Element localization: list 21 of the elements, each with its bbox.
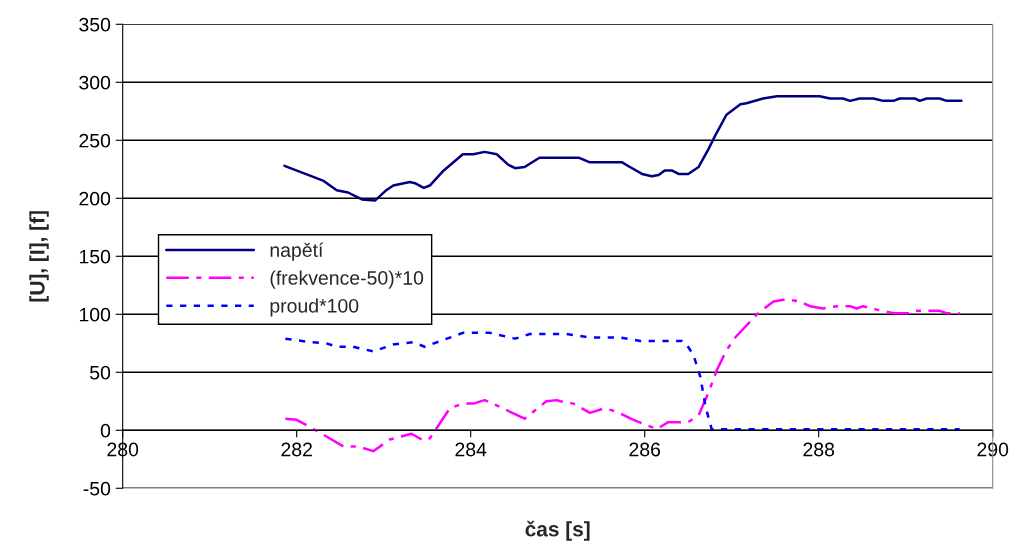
y-tick-label: 150 <box>79 249 111 264</box>
y-tick-label: 300 <box>79 75 111 90</box>
y-tick-label: 200 <box>79 191 111 206</box>
x-axis-title: čas [s] <box>525 520 590 541</box>
legend-label: (frekvence-50)*10 <box>270 270 424 289</box>
y-tick-label: 100 <box>79 307 111 322</box>
x-tick-label: 288 <box>803 442 835 457</box>
line-series <box>283 94 963 202</box>
y-axis-title: [U], [I], [f] <box>29 211 49 302</box>
legend-label: napětí <box>270 242 324 261</box>
x-tick-label: 282 <box>281 442 312 457</box>
y-tick-label: 250 <box>79 133 111 148</box>
line-series <box>284 331 961 431</box>
x-tick-label: 286 <box>629 442 661 457</box>
legend-label: proud*100 <box>270 298 359 317</box>
x-tick-label: 284 <box>455 442 487 457</box>
y-tick-label: 350 <box>79 17 111 32</box>
y-tick-label: 50 <box>90 365 111 380</box>
x-tick-label: 290 <box>977 442 1009 457</box>
y-tick-label: -50 <box>83 481 111 496</box>
y-tick-label: 0 <box>100 423 111 438</box>
